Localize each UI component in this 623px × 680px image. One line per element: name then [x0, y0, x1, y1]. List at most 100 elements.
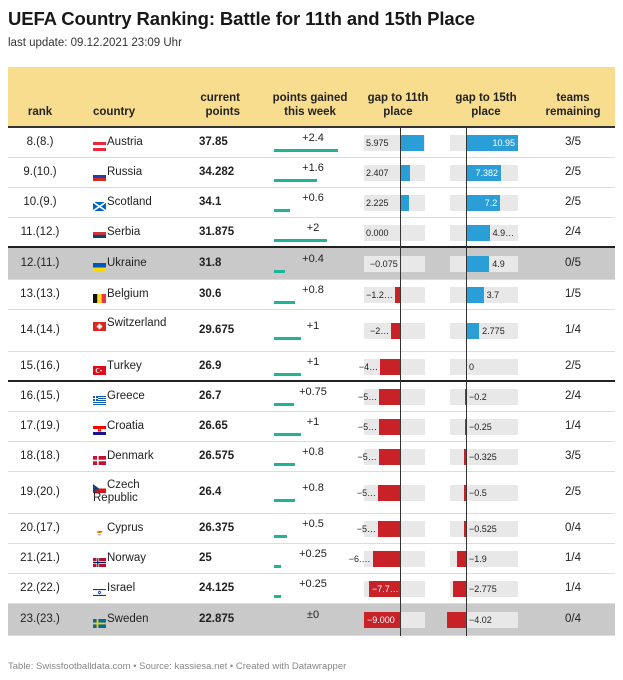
country-name: Cyprus — [107, 522, 144, 534]
gap15-zero-axis — [466, 128, 467, 636]
table-row[interactable]: 14.(14.) Switzerland 29.675 +1 −2… 2.775 1/4 — [8, 310, 615, 352]
gap15-value: −0.525 — [469, 524, 497, 534]
gap15-bar — [446, 612, 466, 628]
teams-remaining: 1/4 — [565, 552, 581, 564]
gap15-bar — [465, 389, 466, 405]
flag-russia-icon — [93, 168, 106, 181]
current-points: 26.9 — [199, 360, 222, 372]
teams-remaining: 2/4 — [565, 226, 581, 238]
table-row[interactable]: 15.(16.) Turkey 26.9 +1 −4… 0 2/5 — [8, 352, 615, 382]
gap11-value: 2.225 — [366, 198, 389, 208]
gap11-bar — [379, 419, 400, 435]
gap15-value: −0.5 — [469, 488, 487, 498]
gap11-bar — [378, 449, 400, 465]
points-gained-label: +0.6 — [302, 192, 324, 204]
gap11-bar — [391, 323, 400, 339]
country-name: Greece — [107, 390, 145, 402]
rank-cell: 18.(18.) — [20, 450, 60, 462]
table-row[interactable]: 17.(19.) Croatia 26.65 +1 −5… −0.25 1/4 — [8, 412, 615, 442]
gap15-value: −1.9 — [469, 554, 487, 564]
table-row[interactable]: 11.(12.) Serbia 31.875 +2 0.000 4.9… 2/4 — [8, 218, 615, 248]
teams-remaining: 0/5 — [565, 257, 581, 269]
points-gained-bar — [274, 270, 285, 273]
flag-scotland-icon — [92, 198, 107, 212]
header-teams-remaining[interactable]: teams remaining — [545, 92, 601, 118]
teams-remaining: 1/4 — [565, 324, 581, 336]
country-name: Turkey — [107, 360, 142, 372]
chart-title: UEFA Country Ranking: Battle for 11th an… — [8, 8, 475, 29]
header-country[interactable]: country — [93, 106, 136, 118]
current-points: 22.875 — [199, 613, 235, 625]
gap11-track — [364, 256, 425, 272]
gap15-track — [450, 551, 518, 567]
table-row[interactable]: 18.(18.) Denmark 26.575 +0.8 −5… −0.325 3/5 — [8, 442, 615, 472]
gap11-value: −2… — [369, 326, 390, 336]
gap11-track — [364, 165, 425, 181]
table-row[interactable]: 16.(15.) Greece 26.7 +0.75 −5… −0.2 2/4 — [8, 382, 615, 412]
points-gained-label: +0.75 — [299, 386, 327, 398]
gap11-value: −9.000 — [367, 615, 395, 625]
flag-turkey-icon — [93, 362, 106, 375]
table-row[interactable]: 8.(8.) Austria 37.85 +2.4 5.975 10.95 3/5 — [8, 128, 615, 158]
gap11-bar — [400, 195, 409, 211]
gap15-bar — [466, 225, 490, 241]
teams-remaining: 0/4 — [565, 522, 581, 534]
gap15-track — [450, 287, 518, 303]
country-name: Serbia — [107, 226, 141, 238]
flag-cyprus-icon — [93, 524, 106, 537]
table-row[interactable]: 20.(17.) Cyprus 26.375 +0.5 −5… −0.525 0/4 — [8, 514, 615, 544]
rank-cell: 10.(9.) — [23, 196, 57, 208]
points-gained-bar — [274, 209, 290, 212]
points-gained-label: +1.6 — [302, 162, 324, 174]
rank-cell: 13.(13.) — [20, 288, 60, 300]
country-name: Scotland — [107, 196, 152, 208]
flag-greece-icon — [93, 392, 106, 405]
gap15-track — [450, 389, 518, 405]
rank-cell: 17.(19.) — [20, 420, 60, 432]
table-row[interactable]: 23.(23.) Sweden 22.875 ±0 −9.000 −4.02 0/4 — [8, 604, 615, 636]
table-row[interactable]: 9.(10.) Russia 34.282 +1.6 2.407 7.382 2/5 — [8, 158, 615, 188]
points-gained-bar — [274, 565, 281, 568]
gap15-value: 7.382 — [475, 168, 499, 178]
current-points: 29.675 — [199, 324, 235, 336]
country-name: Russia — [107, 166, 143, 178]
header-current-points[interactable]: current points — [200, 92, 240, 118]
points-gained-bar — [274, 373, 301, 376]
points-gained-bar — [274, 433, 301, 436]
header-rule — [8, 126, 615, 128]
current-points: 37.85 — [199, 136, 228, 148]
gap15-value: 2.775 — [482, 326, 505, 336]
gap11-value: 2.407 — [366, 168, 389, 178]
flag-belgium-icon — [93, 290, 106, 303]
points-gained-bar — [274, 337, 301, 340]
table-row[interactable]: 22.(22.) Israel 24.125 +0.25 −7.7… −2.775 1/4 — [8, 574, 615, 604]
table-header: rank country current points points gaine… — [8, 67, 615, 126]
table-row[interactable]: 10.(9.) Scotland 34.1 +0.6 2.225 7.2 2/5 — [8, 188, 615, 218]
gap11-value: −4… — [358, 362, 379, 372]
header-rank[interactable]: rank — [27, 106, 53, 118]
gap15-value: 7.2 — [484, 198, 498, 208]
last-update: last update: 09.12.2021 23:09 Uhr — [8, 37, 182, 49]
gap15-bar — [463, 521, 466, 537]
points-gained-label: +2.4 — [302, 132, 324, 144]
gap15-bar — [452, 581, 466, 597]
country-name: Austria — [107, 136, 143, 148]
gap11-track — [364, 195, 425, 211]
table-row[interactable]: 19.(20.) Czech Republic 26.4 +0.8 −5… −0.5 2/5 — [8, 472, 615, 514]
gap11-bar — [372, 551, 400, 567]
gap11-bar — [400, 135, 424, 151]
gap11-bar — [364, 612, 400, 628]
table-row[interactable]: 13.(13.) Belgium 30.6 +0.8 −1.2… 3.7 1/5 — [8, 280, 615, 310]
gap11-value: −5… — [357, 452, 377, 462]
table-row[interactable]: 21.(21.) Norway 25 +0.25 −6.… −1.9 1/4 — [8, 544, 615, 574]
points-gained-bar — [274, 239, 328, 242]
country-name: Croatia — [107, 420, 145, 432]
header-points-gained[interactable]: points gained this week — [272, 92, 348, 118]
points-gained-label: +0.25 — [299, 578, 327, 590]
current-points: 26.65 — [199, 420, 228, 432]
header-gap-15th[interactable]: gap to 15th place — [455, 92, 517, 118]
points-gained-label: +1 — [306, 320, 320, 332]
flag-ukraine-icon — [93, 259, 106, 272]
header-gap-11th[interactable]: gap to 11th place — [367, 92, 429, 118]
table-row[interactable]: 12.(11.) Ukraine 31.8 +0.4 −0.075 4.9 0/5 — [8, 248, 615, 280]
